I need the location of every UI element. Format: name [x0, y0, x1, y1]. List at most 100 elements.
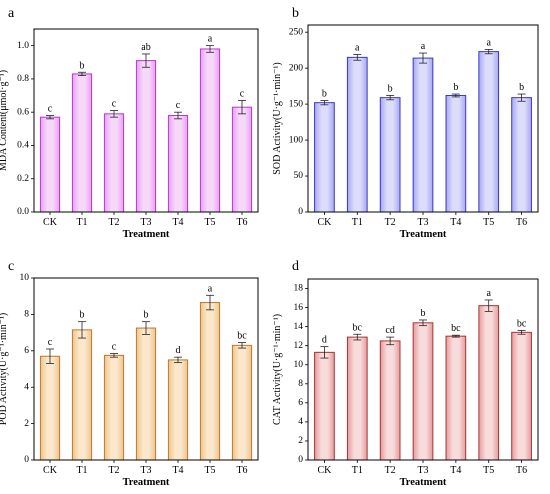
bar — [479, 306, 499, 460]
y-tick-label: 0.0 — [17, 207, 29, 217]
panel-label: d — [292, 259, 299, 274]
panel-label: a — [8, 6, 15, 21]
x-tick-label: T6 — [516, 217, 527, 228]
bar — [168, 360, 187, 460]
x-tick-label: T6 — [236, 217, 247, 228]
x-axis-title: Treatment — [123, 477, 170, 488]
y-tick-label: 50 — [294, 171, 304, 181]
y-tick-label: 0 — [298, 455, 303, 465]
bar — [72, 330, 91, 460]
bar — [232, 107, 251, 212]
y-axis-title: POD Activity(U·g⁻¹·min⁻¹) — [0, 313, 9, 425]
y-tick-label: 10 — [294, 360, 304, 370]
bar — [104, 114, 123, 212]
bar — [512, 332, 532, 460]
x-axis-title: Treatment — [400, 229, 447, 240]
y-tick-label: 10 — [20, 273, 30, 283]
y-tick-label: 100 — [289, 135, 304, 145]
y-tick-label: 6 — [24, 346, 29, 356]
y-tick-label: 12 — [294, 341, 304, 351]
chart-panel-c: c c CK b T1 c T2 b T3 d T4 a T5 bc T6 0 2 4 6 8 10 Treatment P… — [0, 259, 258, 488]
x-tick-label: T3 — [140, 217, 151, 228]
y-axis-title: CAT Activity(U·g⁻¹·min⁻¹) — [272, 314, 283, 425]
panel-label: c — [8, 259, 14, 274]
y-tick-label: 2 — [298, 436, 303, 446]
y-tick-label: 0.8 — [17, 74, 29, 84]
significance-letter: a — [208, 283, 213, 294]
y-tick-label: 250 — [289, 27, 304, 37]
bar — [40, 356, 59, 460]
x-tick-label: T2 — [385, 217, 396, 228]
significance-letter: c — [48, 104, 53, 115]
y-tick-label: 1.0 — [17, 41, 29, 51]
x-tick-label: T3 — [417, 217, 428, 228]
x-tick-label: T3 — [417, 465, 428, 476]
y-axis-title: SOD Activity(U·g⁻¹·min⁻¹) — [272, 62, 283, 174]
bar — [446, 336, 466, 460]
significance-letter: b — [322, 89, 327, 100]
x-axis-title: Treatment — [400, 477, 447, 488]
significance-letter: b — [144, 310, 149, 321]
x-tick-label: CK — [317, 217, 332, 228]
y-tick-label: 0.6 — [17, 107, 29, 117]
significance-letter: bc — [451, 323, 461, 334]
significance-letter: a — [355, 42, 360, 53]
y-tick-label: 18 — [294, 284, 304, 294]
significance-letter: a — [208, 34, 213, 45]
bar — [347, 337, 367, 460]
x-tick-label: T6 — [236, 465, 247, 476]
significance-letter: b — [80, 310, 85, 321]
x-tick-label: CK — [43, 217, 58, 228]
bar — [200, 303, 219, 460]
x-tick-label: T2 — [108, 217, 119, 228]
significance-letter: c — [240, 89, 245, 100]
bar — [413, 58, 433, 212]
bar — [40, 117, 59, 212]
bar — [315, 352, 335, 460]
x-tick-label: CK — [43, 465, 58, 476]
significance-letter: b — [519, 82, 524, 93]
x-tick-label: T5 — [483, 217, 494, 228]
y-tick-label: 4 — [24, 382, 29, 392]
bar — [347, 57, 367, 212]
significance-letter: bc — [237, 331, 247, 342]
x-tick-label: T5 — [204, 217, 215, 228]
bar — [413, 323, 433, 460]
x-tick-label: T4 — [172, 465, 183, 476]
x-tick-label: CK — [317, 465, 332, 476]
x-tick-label: T4 — [450, 217, 461, 228]
y-tick-label: 14 — [294, 322, 304, 332]
significance-letter: a — [486, 37, 491, 48]
y-tick-label: 8 — [24, 310, 29, 320]
x-tick-label: T1 — [76, 217, 87, 228]
x-tick-label: T1 — [76, 465, 87, 476]
y-tick-label: 150 — [289, 99, 304, 109]
x-tick-label: T6 — [516, 465, 527, 476]
y-axis-title: MDA Content(μmol·g⁻¹) — [0, 70, 9, 171]
significance-letter: d — [322, 335, 327, 346]
x-tick-label: T2 — [108, 465, 119, 476]
significance-letter: c — [176, 100, 181, 111]
bar — [136, 61, 155, 212]
significance-letter: b — [80, 60, 85, 71]
significance-letter: ab — [141, 42, 150, 53]
y-tick-label: 200 — [289, 63, 304, 73]
chart-panel-d: ddCKbcT1cdT2bT3bcT4aT5bcT602468101214161… — [272, 259, 538, 488]
x-tick-label: T4 — [172, 217, 183, 228]
x-tick-label: T5 — [204, 465, 215, 476]
significance-letter: b — [421, 308, 426, 319]
significance-letter: c — [112, 99, 117, 110]
y-tick-label: 16 — [294, 303, 304, 313]
bar — [380, 98, 400, 212]
bar — [200, 49, 219, 212]
significance-letter: c — [112, 342, 117, 353]
bar — [512, 98, 532, 212]
panel-label: b — [292, 6, 299, 21]
significance-letter: a — [486, 288, 491, 299]
y-tick-label: 4 — [298, 417, 303, 427]
y-tick-label: 0.2 — [17, 174, 29, 184]
y-tick-label: 8 — [298, 379, 303, 389]
x-tick-label: T1 — [352, 217, 363, 228]
significance-letter: b — [388, 83, 393, 94]
